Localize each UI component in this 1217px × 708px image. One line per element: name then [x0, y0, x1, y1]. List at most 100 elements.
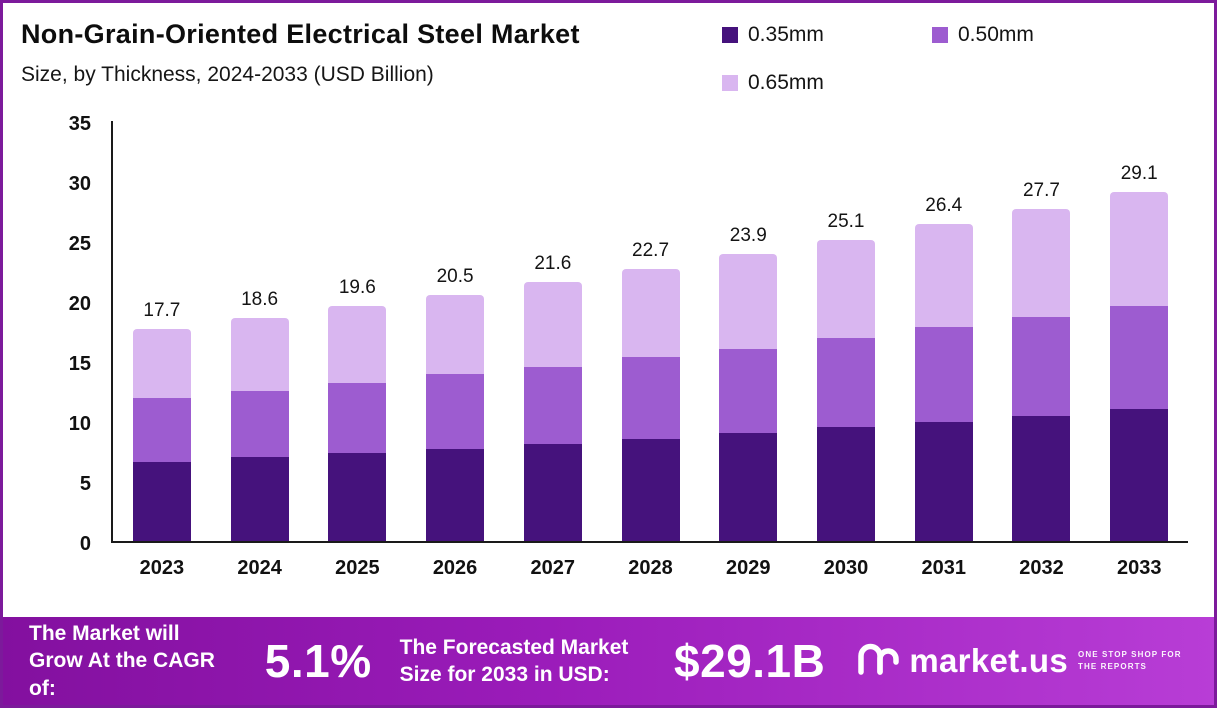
stacked-bar [817, 239, 875, 541]
bar-column: 18.6 [211, 121, 309, 541]
brand-wordmark: market.us [909, 642, 1068, 679]
footer-banner: The Market will Grow At the CAGR of: 5.1… [3, 617, 1214, 705]
bar-total-label: 27.7 [1022, 179, 1060, 201]
y-tick-label: 0 [79, 533, 91, 555]
legend-item-0.50mm: 0.50mm [932, 23, 1142, 47]
bar-segment-0.65mm [426, 295, 485, 375]
legend-swatch [722, 75, 738, 91]
forecast-value: $29.1B [674, 635, 826, 687]
bar-segment-0.35mm [230, 457, 289, 541]
y-tick-label: 25 [68, 233, 91, 255]
bar-segment-0.35mm [1012, 416, 1071, 541]
bar-segment-0.35mm [523, 443, 582, 541]
bar-total-label: 26.4 [925, 195, 963, 217]
x-axis-label: 2027 [530, 557, 576, 579]
bar-segment-0.50mm [523, 367, 582, 444]
bar-segment-0.50mm [1110, 305, 1169, 409]
bar-total-label: 22.7 [632, 239, 670, 261]
forecast-label: The Forecasted Market Size for 2033 in U… [399, 635, 629, 686]
bar-segment-0.35mm [328, 453, 387, 541]
stacked-bar [1012, 208, 1071, 541]
y-tick-label: 35 [68, 113, 91, 135]
stacked-bar [426, 295, 485, 541]
x-axis-label: 2031 [921, 557, 966, 579]
bar-segment-0.65mm [817, 239, 875, 339]
bar-column: 27.7 [993, 121, 1091, 541]
legend: 0.35mm 0.50mm 0.65mm [722, 23, 1142, 95]
y-tick-label: 5 [79, 473, 91, 495]
bar-segment-0.50mm [719, 349, 778, 433]
bar-total-label: 17.7 [143, 299, 181, 321]
bar-total-label: 29.1 [1120, 162, 1158, 184]
stacked-bar [328, 305, 387, 541]
bar-column: 25.1 [797, 121, 895, 541]
x-axis-label: 2026 [432, 557, 478, 579]
bar-segment-0.50mm [1012, 316, 1071, 417]
bar-total-label: 23.9 [729, 225, 767, 247]
stacked-bar [132, 328, 191, 541]
bar-segment-0.50mm [817, 338, 875, 427]
y-axis: 0 5 10 15 20 25 30 35 [29, 113, 91, 555]
bar-segment-0.50mm [230, 391, 289, 457]
bar-column: 20.5 [406, 121, 504, 541]
bar-total-label: 20.5 [436, 266, 474, 288]
bar-segment-0.65mm [1012, 208, 1071, 317]
stacked-bar [914, 224, 973, 541]
bar-column: 19.6 [308, 121, 406, 541]
stacked-bar [523, 281, 582, 541]
legend-label: 0.50mm [958, 23, 1034, 46]
legend-swatch [722, 27, 738, 43]
x-axis-label: 2028 [628, 557, 673, 579]
bar-segment-0.35mm [719, 433, 778, 541]
plot-area: 17.7 18.6 19.6 20.5 21.6 22.7 23.9 25.1 26.4 27.7… [111, 121, 1188, 543]
bar-total-label: 25.1 [827, 210, 865, 232]
legend-label: 0.65mm [748, 71, 824, 94]
stacked-bar [1110, 191, 1169, 541]
stacked-bar [621, 268, 680, 541]
x-axis-label: 2024 [237, 557, 282, 579]
bar-segment-0.35mm [914, 422, 973, 541]
cagr-label: The Market will Grow At the CAGR of: [29, 622, 215, 700]
legend-label: 0.35mm [748, 23, 824, 46]
bar-column: 26.4 [895, 121, 993, 541]
x-axis: 2023 2024 2025 2026 2027 2028 2029 2030 2031 2032… [113, 557, 1188, 580]
bar-total-label: 19.6 [338, 276, 376, 298]
x-axis-label: 2032 [1019, 557, 1064, 579]
bar-column: 23.9 [699, 121, 797, 541]
bar-column: 21.6 [504, 121, 602, 541]
cagr-value: 5.1% [264, 635, 372, 687]
y-tick-label: 30 [68, 173, 91, 195]
bar-segment-0.50mm [426, 374, 485, 449]
legend-item-0.35mm: 0.35mm [722, 23, 932, 47]
x-axis-label: 2025 [335, 557, 380, 579]
bar-segment-0.65mm [230, 317, 289, 391]
chart-header: Non-Grain-Oriented Electrical Steel Mark… [3, 3, 1214, 103]
bar-segment-0.50mm [132, 398, 191, 462]
bar-segment-0.65mm [132, 328, 191, 399]
x-axis-label: 2033 [1116, 557, 1162, 579]
bar-segment-0.65mm [914, 224, 973, 328]
bar-segment-0.35mm [621, 439, 680, 541]
bar-segment-0.65mm [719, 254, 778, 349]
bar-segment-0.50mm [328, 382, 387, 454]
bar-column: 22.7 [602, 121, 700, 541]
chart-area: 0 5 10 15 20 25 30 35 17.7 18.6 19.6 20.5 21.6 22.7 2… [29, 113, 1188, 609]
legend-swatch [932, 27, 948, 43]
bar-column: 17.7 [113, 121, 211, 541]
bar-column: 29.1 [1090, 121, 1188, 541]
y-tick-label: 15 [68, 353, 91, 375]
bar-total-label: 21.6 [534, 252, 572, 274]
x-axis-label: 2030 [823, 557, 869, 579]
legend-item-0.65mm: 0.65mm [722, 71, 932, 95]
x-axis-label: 2023 [139, 557, 185, 579]
stacked-bar [230, 317, 289, 541]
chart-subtitle: Size, by Thickness, 2024-2033 (USD Billi… [21, 63, 434, 86]
bar-segment-0.65mm [1110, 191, 1169, 306]
bar-segment-0.35mm [817, 427, 875, 541]
bar-segment-0.65mm [523, 281, 582, 368]
bar-segment-0.50mm [621, 357, 680, 439]
bar-segment-0.65mm [621, 268, 680, 358]
brand-block: market.us One Stop Shop For The Reports [853, 636, 1188, 687]
chart-title: Non-Grain-Oriented Electrical Steel Mark… [21, 19, 580, 49]
